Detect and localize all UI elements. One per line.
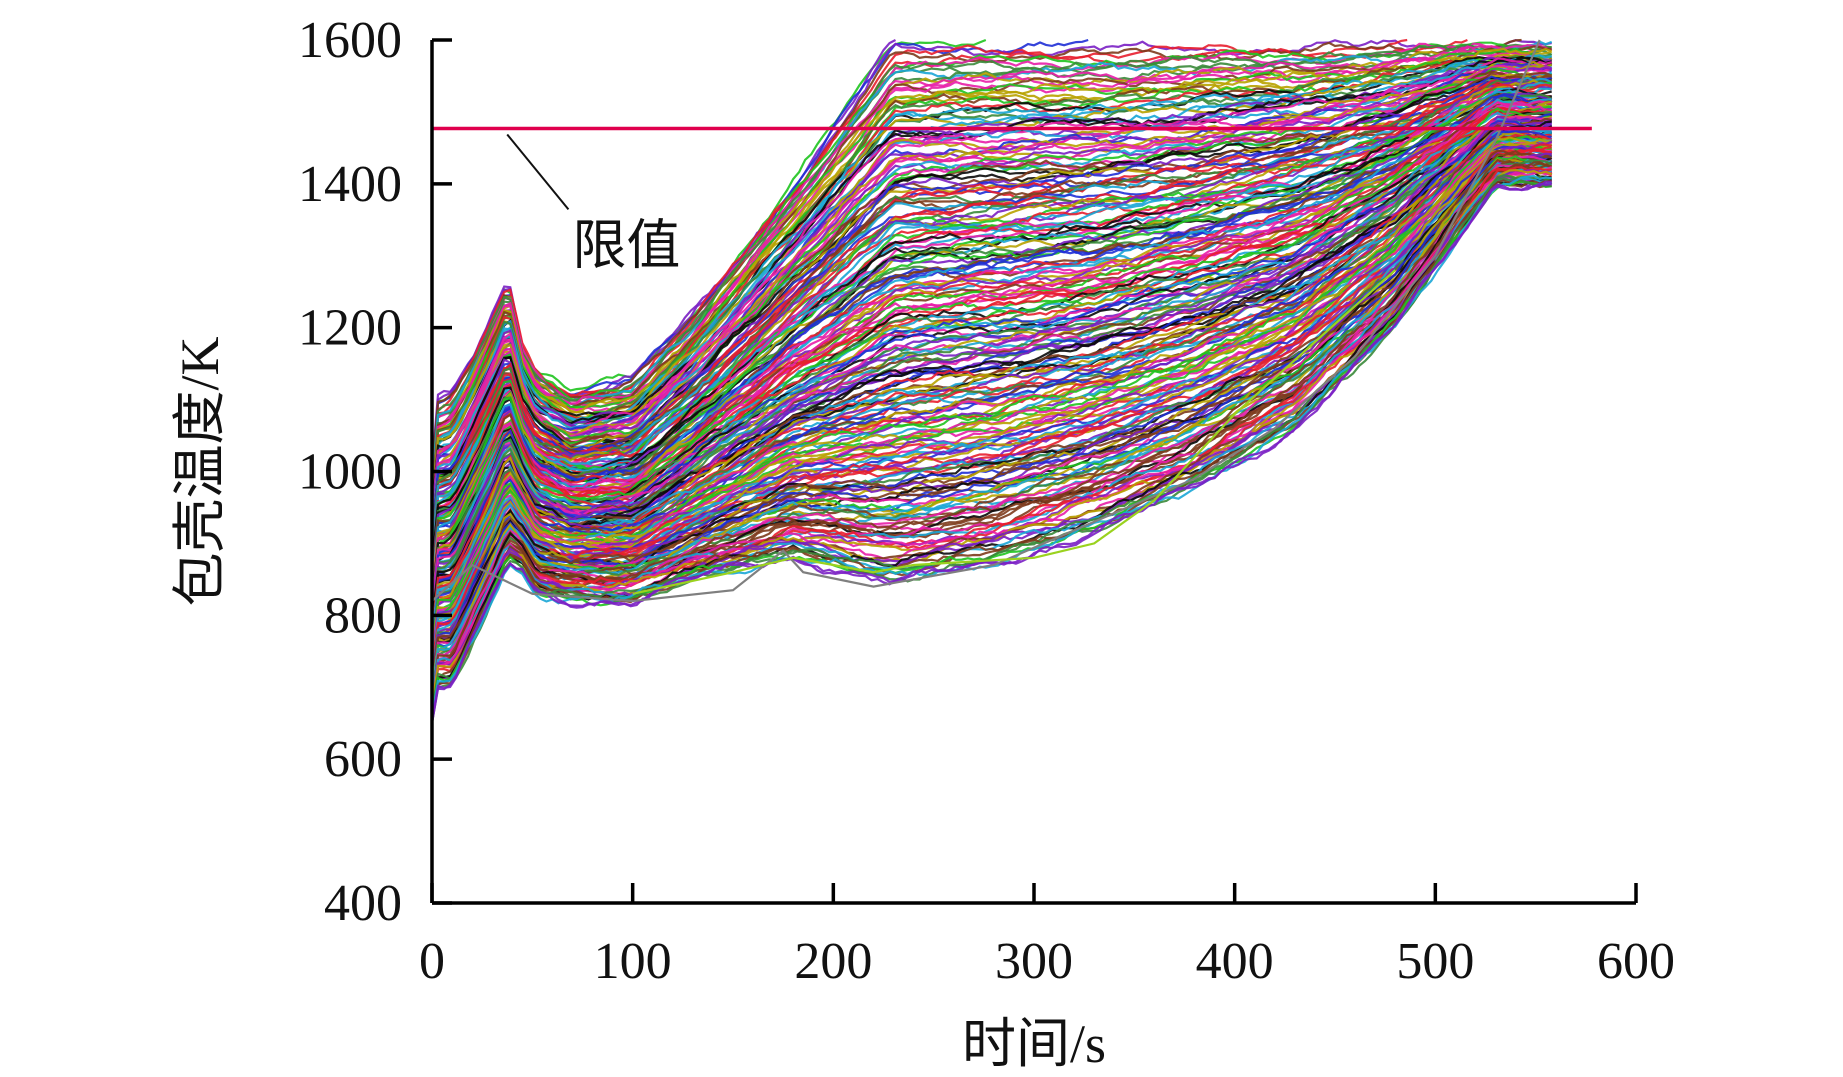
x-tick-label: 100 [594, 933, 672, 990]
series-line-run [430, 74, 1552, 541]
series-line-run [430, 47, 1553, 497]
limit-annotation-label: 限值 [572, 215, 680, 275]
series-line-run [430, 182, 1552, 724]
y-axis-ticks: 400 600 800 1000 1200 1400 1600 [298, 12, 452, 932]
series-line-run [430, 45, 1552, 495]
series-line-run [430, 57, 1552, 513]
y-tick-label: 600 [324, 731, 402, 788]
series-line-run [430, 159, 1552, 690]
series-line-run [430, 120, 1552, 625]
x-tick-label: 300 [995, 933, 1073, 990]
series-line-run [430, 74, 1552, 535]
series-line-run [430, 39, 1552, 474]
x-tick-label: 200 [794, 933, 872, 990]
x-axis-ticks: 0 100 200 300 400 500 600 [419, 883, 1675, 990]
y-tick-label: 1200 [298, 300, 402, 357]
y-tick-label: 800 [324, 587, 402, 644]
series-line-run [430, 115, 1553, 616]
x-tick-label: 400 [1196, 933, 1274, 990]
y-tick-label: 1000 [298, 444, 402, 501]
x-tick-label: 600 [1597, 933, 1675, 990]
series-line-run [430, 40, 1553, 485]
series-line-run [430, 154, 1553, 682]
series-line-outlier [431, 39, 1541, 603]
y-tick-label: 1600 [298, 12, 402, 69]
x-axis-title: 时间/s [962, 1014, 1106, 1074]
series-line-run [430, 109, 1552, 603]
series-line-run [430, 112, 1552, 610]
series-line-outlier [632, 269, 1396, 595]
series-line-run [430, 115, 1552, 605]
outlier-runs [431, 39, 1541, 603]
series-line-run [430, 91, 1552, 567]
series-line-run [430, 136, 1552, 645]
series-line-run [430, 111, 1552, 601]
simulation-runs [430, 38, 1553, 724]
series-line-run [430, 96, 1552, 579]
y-axis-title: 包壳温度/K [170, 336, 230, 606]
y-tick-label: 400 [324, 875, 402, 932]
x-tick-label: 500 [1396, 933, 1474, 990]
y-tick-label: 1400 [298, 156, 402, 213]
annotation-leader-line [506, 133, 570, 211]
x-tick-label: 0 [419, 933, 445, 990]
series-line-run [430, 73, 1552, 538]
series-line-run [430, 61, 1552, 510]
